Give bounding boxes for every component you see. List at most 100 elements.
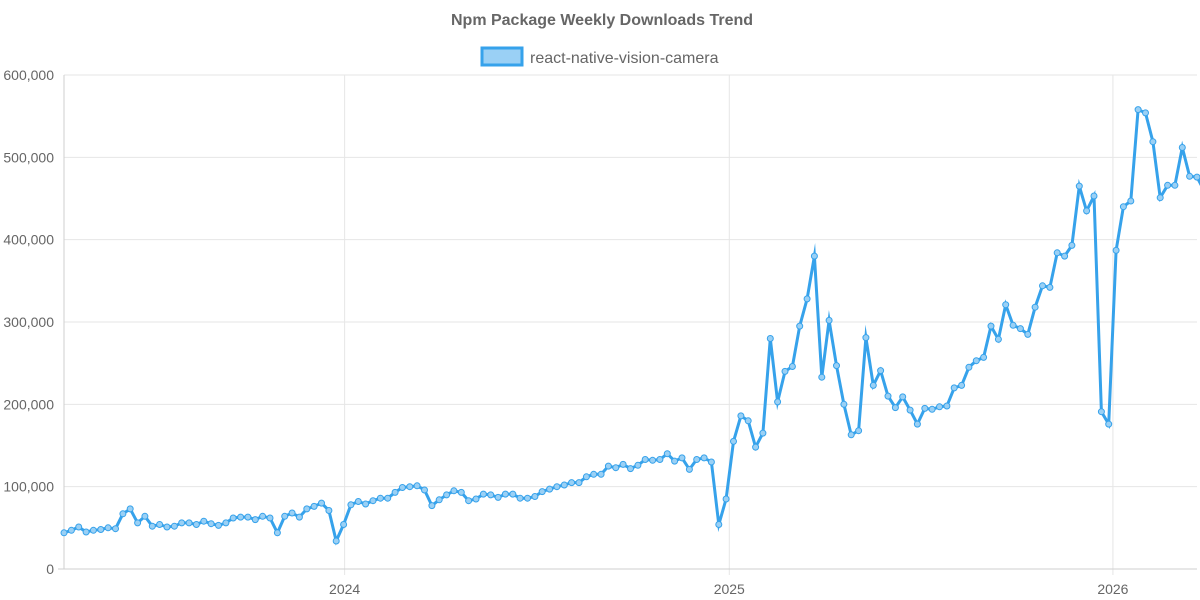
data-point[interactable] — [906, 406, 914, 414]
data-point[interactable] — [1142, 109, 1149, 117]
data-point[interactable] — [796, 322, 804, 330]
data-point[interactable] — [192, 521, 200, 528]
data-point[interactable] — [1112, 246, 1120, 254]
data-point[interactable] — [612, 464, 620, 472]
data-point[interactable] — [251, 516, 259, 524]
data-point[interactable] — [406, 483, 414, 491]
data-point[interactable] — [237, 513, 245, 521]
data-point[interactable] — [943, 402, 951, 410]
data-point[interactable] — [950, 384, 958, 392]
data-point[interactable] — [1061, 252, 1069, 260]
data-point[interactable] — [413, 482, 421, 490]
data-point[interactable] — [744, 417, 752, 425]
data-point[interactable] — [987, 322, 995, 330]
data-point[interactable] — [546, 485, 554, 493]
data-point[interactable] — [421, 486, 428, 494]
data-point[interactable] — [855, 427, 863, 435]
data-point[interactable] — [126, 505, 134, 513]
data-point[interactable] — [840, 400, 848, 408]
data-point[interactable] — [531, 493, 539, 500]
data-point[interactable] — [678, 454, 686, 462]
data-point[interactable] — [965, 363, 973, 371]
data-point[interactable] — [163, 523, 171, 531]
data-point[interactable] — [67, 526, 75, 534]
data-point[interactable] — [303, 505, 311, 513]
data-point[interactable] — [222, 519, 230, 527]
legend[interactable]: react-native-vision-camera — [480, 46, 719, 67]
data-point[interactable] — [759, 429, 767, 437]
data-point[interactable] — [884, 392, 892, 400]
data-point[interactable] — [641, 456, 649, 463]
data-point[interactable] — [472, 495, 480, 503]
data-point[interactable] — [619, 460, 627, 468]
data-point[interactable] — [568, 479, 576, 487]
data-point[interactable] — [774, 398, 782, 406]
data-point[interactable] — [891, 404, 899, 412]
data-point[interactable] — [369, 497, 377, 505]
data-point[interactable] — [435, 496, 443, 504]
data-point[interactable] — [332, 537, 340, 545]
data-point[interactable] — [156, 521, 164, 528]
data-point[interactable] — [479, 490, 487, 498]
data-point[interactable] — [1075, 182, 1083, 190]
data-point[interactable] — [119, 510, 127, 518]
data-point[interactable] — [921, 404, 929, 412]
data-point[interactable] — [1083, 207, 1091, 215]
data-point[interactable] — [1090, 192, 1098, 200]
data-point[interactable] — [457, 488, 465, 496]
data-point[interactable] — [398, 484, 406, 491]
data-point[interactable] — [1046, 283, 1054, 291]
data-point[interactable] — [318, 499, 325, 507]
data-point[interactable] — [347, 501, 355, 509]
data-point[interactable] — [141, 512, 149, 520]
data-point[interactable] — [899, 393, 907, 401]
data-point[interactable] — [972, 357, 980, 365]
data-point[interactable] — [781, 367, 789, 375]
data-point[interactable] — [178, 519, 186, 527]
data-point[interactable] — [362, 500, 370, 508]
data-point[interactable] — [1097, 408, 1105, 416]
data-point[interactable] — [671, 457, 679, 465]
data-point[interactable] — [148, 522, 156, 530]
data-point[interactable] — [82, 528, 90, 536]
data-point[interactable] — [104, 524, 112, 532]
data-point[interactable] — [215, 521, 222, 529]
data-point[interactable] — [501, 490, 509, 498]
data-point[interactable] — [685, 465, 693, 473]
data-point[interactable] — [465, 497, 473, 505]
data-point[interactable] — [229, 514, 237, 522]
data-point[interactable] — [936, 403, 943, 411]
data-point[interactable] — [494, 493, 502, 501]
data-point[interactable] — [1002, 301, 1010, 309]
data-point[interactable] — [825, 316, 833, 324]
data-point[interactable] — [1016, 325, 1024, 333]
data-point[interactable] — [259, 512, 267, 520]
data-point[interactable] — [707, 458, 715, 466]
data-point[interactable] — [89, 526, 97, 534]
data-point[interactable] — [443, 491, 451, 499]
data-point[interactable] — [170, 522, 178, 530]
data-point[interactable] — [1024, 330, 1032, 338]
data-point[interactable] — [97, 526, 105, 533]
data-point[interactable] — [928, 405, 936, 413]
data-point[interactable] — [1031, 303, 1039, 311]
data-point[interactable] — [516, 494, 524, 502]
data-point[interactable] — [649, 456, 657, 464]
data-point[interactable] — [1119, 203, 1127, 211]
data-point[interactable] — [980, 353, 988, 361]
data-point[interactable] — [1039, 282, 1046, 290]
data-point[interactable] — [810, 252, 818, 260]
data-point[interactable] — [487, 491, 495, 499]
data-point[interactable] — [1164, 181, 1172, 189]
data-point[interactable] — [450, 487, 458, 495]
data-point[interactable] — [869, 381, 877, 389]
data-point[interactable] — [266, 514, 274, 522]
data-point[interactable] — [1186, 172, 1194, 180]
data-point[interactable] — [1068, 241, 1076, 249]
data-point[interactable] — [325, 507, 333, 514]
data-point[interactable] — [597, 470, 605, 478]
data-point[interactable] — [60, 529, 68, 537]
data-point[interactable] — [75, 523, 83, 531]
data-point[interactable] — [376, 494, 384, 502]
data-point[interactable] — [1149, 138, 1157, 146]
